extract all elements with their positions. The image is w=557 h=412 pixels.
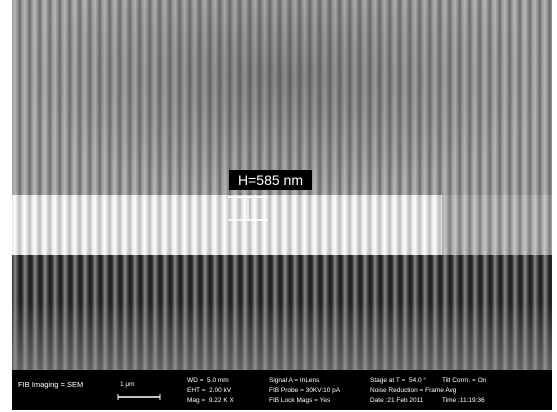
info-text: EHT = 2.00 kV: [187, 386, 231, 396]
scale-label: 1 μm: [120, 380, 135, 390]
info-text: FIB Probe = 30KV:10 pA: [269, 386, 340, 396]
imaging: FIB Imaging = SEM: [18, 380, 83, 390]
info-text: Signal A = InLens: [269, 376, 319, 386]
height-label: H=585 nm: [229, 170, 312, 190]
scale-bar: [116, 392, 166, 402]
info-text: Time :11:19:36: [442, 396, 485, 406]
info-text: WD = 5.0 mm: [187, 376, 229, 386]
info-text: FIB Lock Mags = Yes: [269, 396, 330, 406]
info-text: Date :21 Feb 2011: [370, 396, 423, 406]
info-text: Noise Reduction = Frame Avg: [370, 386, 456, 396]
info-text: Stage at T = 54.0 °: [370, 376, 426, 386]
info-text: Mag = 9.22 K X: [187, 396, 234, 406]
info-text: Tilt Corrn. = On: [442, 376, 486, 386]
page: H=585 nm FIB Imaging = SEM 1 μm WD = 5.0…: [0, 0, 557, 412]
sem-image: H=585 nm FIB Imaging = SEM 1 μm WD = 5.0…: [12, 0, 552, 410]
